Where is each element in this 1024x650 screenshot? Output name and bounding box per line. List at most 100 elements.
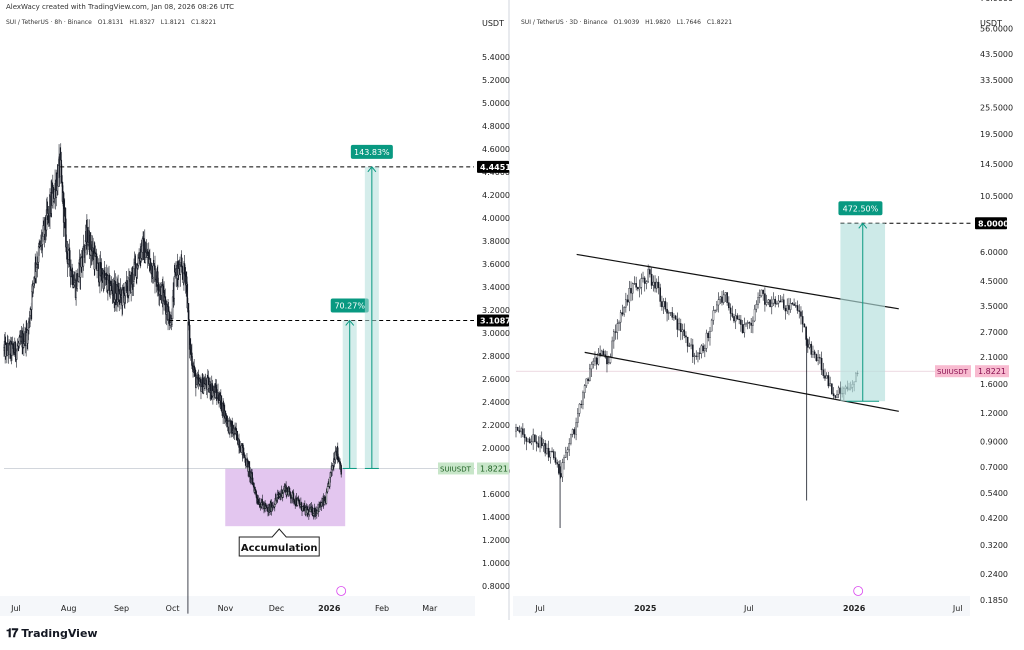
candle-body (834, 395, 837, 398)
left-y-tick: 1.2000 (482, 536, 510, 545)
candle-body (667, 312, 670, 314)
candle-body (695, 355, 698, 357)
left-price-value: 1.8221 (480, 464, 508, 473)
candle (734, 309, 737, 330)
candle (595, 356, 598, 370)
candle-body (220, 395, 223, 411)
candle-body (681, 329, 684, 333)
credit-text: AlexWacy created with TradingView.com, J… (6, 3, 234, 11)
candle (537, 436, 540, 449)
candle (659, 283, 661, 307)
candle (726, 292, 728, 306)
candle-body (566, 449, 569, 453)
left-ohlc-open: O1.8131 (97, 19, 124, 26)
candle-body (784, 307, 787, 312)
candle-body (242, 447, 245, 456)
candle (671, 307, 674, 320)
candle-body (18, 336, 21, 344)
candle-body (764, 293, 766, 305)
left-panel (0, 30, 505, 615)
candle (635, 276, 637, 291)
candle-body (757, 297, 759, 305)
candle-body (829, 383, 831, 387)
candle-body (683, 329, 686, 336)
left-ohlc-high: H1.8327 (129, 19, 155, 26)
candle (649, 265, 651, 278)
left-y-tick: 0.8000 (482, 582, 510, 591)
candle-body (664, 301, 667, 310)
candle-body (714, 309, 716, 311)
candle-body (630, 288, 632, 294)
candle-body (606, 356, 608, 365)
candle-body (710, 319, 713, 332)
candle (590, 361, 593, 377)
candle (825, 372, 828, 379)
candle-body (537, 443, 540, 448)
right-y-tick: 19.5000 (980, 130, 1013, 139)
candle (549, 450, 552, 464)
candle (525, 436, 528, 451)
right-chart-header: SUI / TetherUS · 3D · Binance O1.9039 H1… (521, 19, 736, 26)
candle (710, 318, 713, 332)
left-y-tick: 4.8000 (482, 122, 510, 131)
candle (755, 300, 758, 313)
right-y-tick: 6.0000 (980, 248, 1008, 257)
right-y-unit: USDT (980, 19, 1002, 28)
candle-body (776, 302, 778, 305)
candle (573, 427, 576, 439)
candle-body (551, 450, 553, 452)
candle-body (614, 331, 617, 333)
candle (812, 345, 814, 359)
candle-body (678, 323, 680, 330)
candle (827, 371, 830, 389)
candle-body (563, 457, 565, 463)
right-x-tick: Jul (534, 604, 545, 613)
candle (805, 325, 807, 346)
candle-body (674, 315, 677, 320)
candle (795, 302, 797, 308)
candle-body (655, 281, 658, 289)
candle (731, 305, 734, 319)
candle (758, 289, 761, 304)
candle-body (589, 368, 591, 382)
candle (741, 320, 744, 334)
candle (220, 395, 223, 412)
candle-body (532, 434, 534, 442)
candle-body (770, 302, 773, 308)
candle (788, 297, 790, 316)
candle-body (716, 304, 718, 311)
right-price-value-bg (975, 365, 1009, 378)
candle-body (587, 378, 589, 382)
right-y-tick: 43.5000 (980, 50, 1013, 59)
candle-body (813, 351, 816, 355)
candle (700, 344, 703, 359)
candle (683, 323, 686, 339)
right-y-tick: 1.2000 (980, 409, 1008, 418)
brand-footer[interactable]: 𝟏𝟕 TradingView (6, 626, 98, 641)
candle-body (527, 438, 529, 442)
candle-body (736, 315, 739, 320)
candle-body (582, 392, 584, 405)
candle-body (613, 331, 615, 342)
candle-body (619, 312, 622, 323)
candle (613, 329, 615, 349)
candle-body (264, 504, 267, 507)
candle-body (576, 413, 579, 423)
candle-body (340, 465, 342, 475)
right-symbol-title: SUI / TetherUS · 3D · Binance (521, 19, 608, 26)
candle-body (676, 318, 679, 330)
candle (709, 327, 711, 346)
candle-body (760, 289, 763, 296)
candle (681, 323, 684, 340)
candle (575, 417, 577, 441)
candle (609, 353, 612, 365)
candle (831, 383, 833, 395)
candle (669, 312, 672, 317)
left-x-tick: Oct (166, 604, 180, 613)
candle-body (800, 311, 802, 317)
candle (705, 329, 708, 353)
left-y-tick: 2.2000 (482, 421, 510, 430)
left-time-axis-bg (0, 596, 475, 616)
candle-body (690, 344, 692, 347)
